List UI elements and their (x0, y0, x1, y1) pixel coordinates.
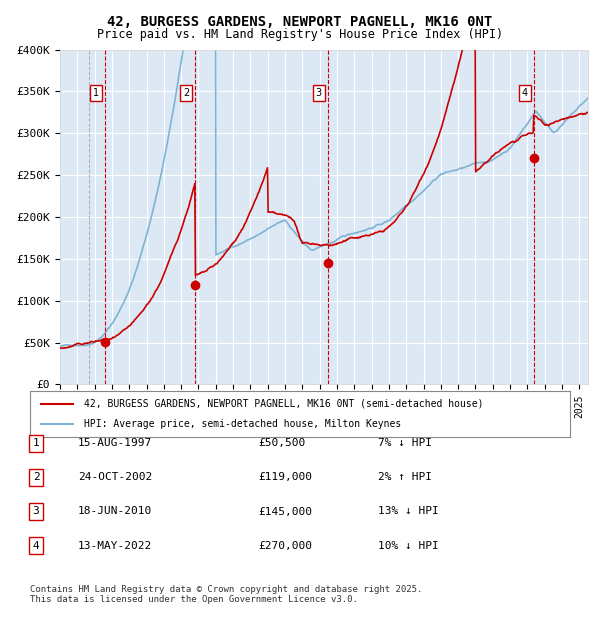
Text: 3: 3 (316, 88, 322, 98)
Text: 1: 1 (32, 438, 40, 448)
Text: £119,000: £119,000 (258, 472, 312, 482)
Text: 1: 1 (93, 88, 100, 98)
Text: 13-MAY-2022: 13-MAY-2022 (78, 541, 152, 551)
Text: £145,000: £145,000 (258, 507, 312, 516)
Text: Price paid vs. HM Land Registry's House Price Index (HPI): Price paid vs. HM Land Registry's House … (97, 28, 503, 41)
Text: 2: 2 (32, 472, 40, 482)
Text: 7% ↓ HPI: 7% ↓ HPI (378, 438, 432, 448)
Text: 18-JUN-2010: 18-JUN-2010 (78, 507, 152, 516)
Text: 3: 3 (32, 507, 40, 516)
Text: 4: 4 (522, 88, 528, 98)
Text: HPI: Average price, semi-detached house, Milton Keynes: HPI: Average price, semi-detached house,… (84, 419, 401, 429)
Text: 2% ↑ HPI: 2% ↑ HPI (378, 472, 432, 482)
Text: £50,500: £50,500 (258, 438, 305, 448)
Text: 10% ↓ HPI: 10% ↓ HPI (378, 541, 439, 551)
Text: 15-AUG-1997: 15-AUG-1997 (78, 438, 152, 448)
Text: 4: 4 (32, 541, 40, 551)
Text: 13% ↓ HPI: 13% ↓ HPI (378, 507, 439, 516)
Text: Contains HM Land Registry data © Crown copyright and database right 2025.
This d: Contains HM Land Registry data © Crown c… (30, 585, 422, 604)
Text: 2: 2 (183, 88, 190, 98)
Text: 24-OCT-2002: 24-OCT-2002 (78, 472, 152, 482)
Text: 42, BURGESS GARDENS, NEWPORT PAGNELL, MK16 0NT: 42, BURGESS GARDENS, NEWPORT PAGNELL, MK… (107, 16, 493, 30)
Text: 42, BURGESS GARDENS, NEWPORT PAGNELL, MK16 0NT (semi-detached house): 42, BURGESS GARDENS, NEWPORT PAGNELL, MK… (84, 399, 484, 409)
Text: £270,000: £270,000 (258, 541, 312, 551)
